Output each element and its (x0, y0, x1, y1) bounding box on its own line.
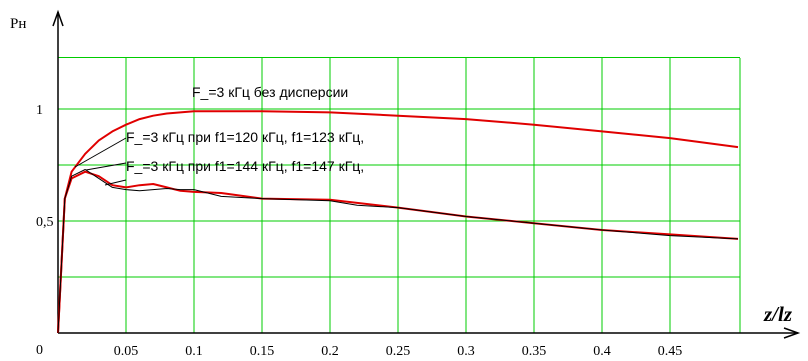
leader-line-1 (85, 162, 127, 171)
x-tick-label-2: 0.15 (250, 344, 275, 359)
series-lines (57, 110, 739, 334)
series-line-0 (57, 110, 739, 334)
annotation-2: F_=3 кГц при f1=144 кГц, f1=147 кГц, (126, 158, 364, 174)
y-tick-label-2: 1 (36, 103, 43, 118)
axes (52, 9, 801, 339)
x-tick-label-3: 0.2 (321, 344, 339, 359)
leader-line-0 (74, 137, 127, 168)
x-axis-label: z/lz (763, 302, 793, 326)
y-axis-label: Рн (10, 16, 26, 32)
x-tick-label-1: 0.1 (185, 344, 203, 359)
x-tick-label-4: 0.25 (386, 344, 411, 359)
x-tick-label-6: 0.35 (522, 344, 547, 359)
grid-lines (58, 56, 741, 333)
annotation-1: F_=3 кГц при f1=120 кГц, f1=123 кГц, (126, 129, 364, 145)
y-tick-label-1: 0,5 (36, 215, 54, 230)
leader-line-2 (104, 179, 127, 186)
annotations: F_=3 кГц без дисперсии F_=3 кГц при f1=12… (74, 84, 364, 186)
annotation-0: F_=3 кГц без дисперсии (192, 84, 348, 100)
tick-labels: 0.05 0.1 0.15 0.2 0.25 0.3 0.35 0.4 0.45 0 0,5 1 (36, 103, 682, 359)
x-tick-label-0: 0.05 (114, 344, 139, 359)
series-line-2 (57, 169, 739, 334)
x-tick-label-7: 0.4 (593, 344, 611, 359)
x-tick-label-5: 0.3 (457, 344, 475, 359)
x-tick-label-8: 0.45 (658, 344, 683, 359)
x-axis-arrow (783, 327, 801, 339)
y-axis-arrow (52, 9, 64, 27)
y-tick-label-0: 0 (36, 343, 43, 358)
